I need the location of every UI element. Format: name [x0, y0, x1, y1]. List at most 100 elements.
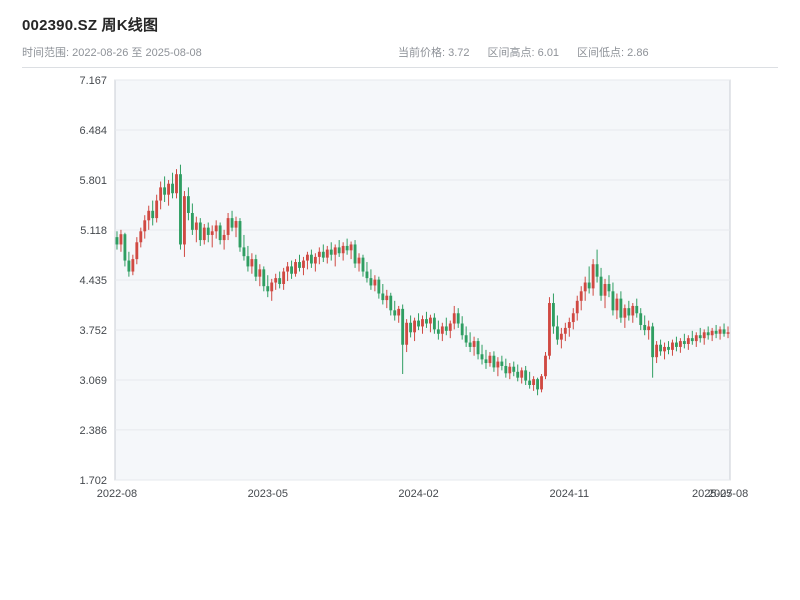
candle-body: [678, 341, 682, 347]
candle-body: [524, 370, 528, 381]
candle-body: [361, 257, 365, 272]
candle-body: [274, 278, 278, 283]
candle-body: [286, 266, 290, 272]
range-high-stat: 区间高点: 6.01: [487, 47, 560, 59]
candle-body: [579, 291, 583, 301]
candle-body: [143, 220, 147, 232]
candle-body: [591, 264, 595, 289]
candle-body: [563, 327, 567, 334]
candle-body: [440, 326, 444, 334]
candle-body: [333, 247, 337, 255]
candle-body: [528, 380, 532, 385]
candle-body: [183, 196, 186, 245]
candle-body: [290, 266, 293, 274]
candle-body: [397, 308, 401, 316]
candle-body: [559, 333, 563, 340]
candle-body: [202, 227, 206, 241]
candle-body: [329, 249, 333, 255]
candle-body: [552, 303, 555, 327]
candle-body: [405, 322, 409, 345]
candle-body: [468, 342, 472, 347]
candle-body: [603, 283, 607, 296]
candle-body: [167, 183, 170, 195]
candle-body: [421, 319, 424, 327]
candle-body: [472, 341, 476, 347]
candle-body: [432, 317, 436, 330]
candle-body: [230, 218, 234, 228]
candle-body: [254, 259, 258, 277]
candle-body: [718, 329, 722, 334]
candle-body: [698, 335, 702, 339]
candle-body: [294, 262, 297, 274]
candle-body: [171, 183, 174, 194]
candle-body: [500, 361, 504, 366]
candle-body: [690, 338, 694, 342]
candle-body: [226, 218, 230, 235]
candle-body: [214, 225, 218, 232]
candle-body: [611, 291, 615, 311]
candle-body: [635, 305, 639, 314]
candle-body: [659, 344, 662, 352]
candle-body: [131, 259, 135, 272]
candle-body: [425, 319, 428, 324]
candle-body: [369, 278, 373, 286]
candle-body: [476, 341, 480, 355]
candle-body: [702, 332, 706, 339]
price-stats: 当前价格: 3.72 区间高点: 6.01 区间低点: 2.86: [398, 44, 649, 60]
candle-body: [722, 329, 726, 334]
candle-body: [246, 256, 250, 267]
candle-body: [436, 329, 440, 334]
candle-body: [309, 254, 313, 264]
candle-body: [686, 338, 690, 345]
candle-body: [540, 376, 543, 390]
candle-body: [536, 379, 539, 390]
candle-body: [448, 323, 452, 331]
candle-body: [373, 279, 377, 286]
candle-body: [631, 305, 635, 316]
candle-body: [222, 234, 226, 241]
candle-body: [516, 371, 520, 378]
candle-body: [210, 231, 214, 235]
candle-body: [186, 196, 190, 213]
candle-body: [278, 278, 282, 284]
candle-body: [599, 276, 603, 296]
candle-body: [583, 282, 587, 292]
candle-body: [194, 222, 198, 230]
candle-body: [464, 335, 468, 343]
candle-body: [302, 260, 305, 268]
candle-body: [238, 221, 242, 248]
candle-body: [298, 262, 301, 268]
candle-body: [190, 212, 194, 230]
candle-body: [623, 308, 627, 318]
candle-body: [675, 342, 678, 347]
candle-body: [306, 254, 309, 261]
candle-body: [682, 341, 686, 345]
candle-body: [159, 187, 163, 201]
y-axis-tick-label: 2.386: [79, 425, 107, 437]
candle-body: [615, 298, 619, 311]
subheader-row: 时间范围: 2022-08-26 至 2025-08-08 当前价格: 3.72…: [22, 44, 778, 68]
candle-body: [714, 330, 718, 334]
candle-body: [651, 326, 655, 358]
y-axis-tick-label: 6.484: [79, 125, 107, 137]
candle-body: [571, 313, 575, 323]
candle-body: [266, 286, 270, 292]
candle-body: [484, 359, 488, 364]
candle-body: [175, 174, 178, 194]
candle-body: [444, 326, 448, 331]
current-price-stat: 当前价格: 3.72: [398, 47, 470, 59]
candle-body: [706, 332, 710, 336]
candle-body: [452, 313, 456, 324]
candle-body: [258, 269, 262, 277]
candle-body: [643, 324, 647, 331]
x-axis-tick-label: 2023-05: [248, 488, 288, 500]
candle-body: [242, 247, 246, 257]
candle-body: [262, 269, 266, 287]
candle-body: [163, 187, 167, 195]
y-axis-tick-label: 3.069: [79, 375, 107, 387]
candle-body: [127, 260, 131, 272]
candle-body: [456, 313, 460, 324]
candle-body: [250, 259, 254, 267]
candle-body: [532, 379, 536, 385]
y-axis-tick-label: 5.118: [80, 225, 107, 237]
